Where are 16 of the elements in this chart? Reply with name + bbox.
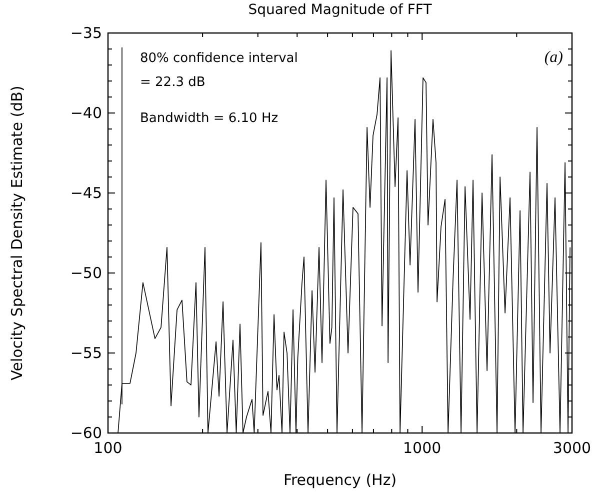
x-axis-title: Frequency (Hz) <box>283 471 397 489</box>
y-tick-label: −45 <box>70 184 102 202</box>
annotation: Bandwidth = 6.10 Hz <box>140 111 278 126</box>
y-tick-label: −55 <box>70 344 102 362</box>
annotation: (a) <box>544 49 563 66</box>
chart-title: Squared Magnitude of FFT <box>248 2 432 18</box>
annotation: = 22.3 dB <box>140 75 206 90</box>
y-tick-label: −40 <box>70 104 102 122</box>
annotation: 80% confidence interval <box>140 51 298 66</box>
x-tick-label: 100 <box>94 439 122 457</box>
x-tick-label: 3000 <box>552 439 592 457</box>
x-tick-label: 1000 <box>403 439 442 457</box>
y-tick-label: −50 <box>70 264 102 282</box>
y-tick-label: −60 <box>70 424 102 442</box>
y-tick-label: −35 <box>70 24 102 42</box>
y-axis-title: Velocity Spectral Density Estimate (dB) <box>8 86 26 380</box>
